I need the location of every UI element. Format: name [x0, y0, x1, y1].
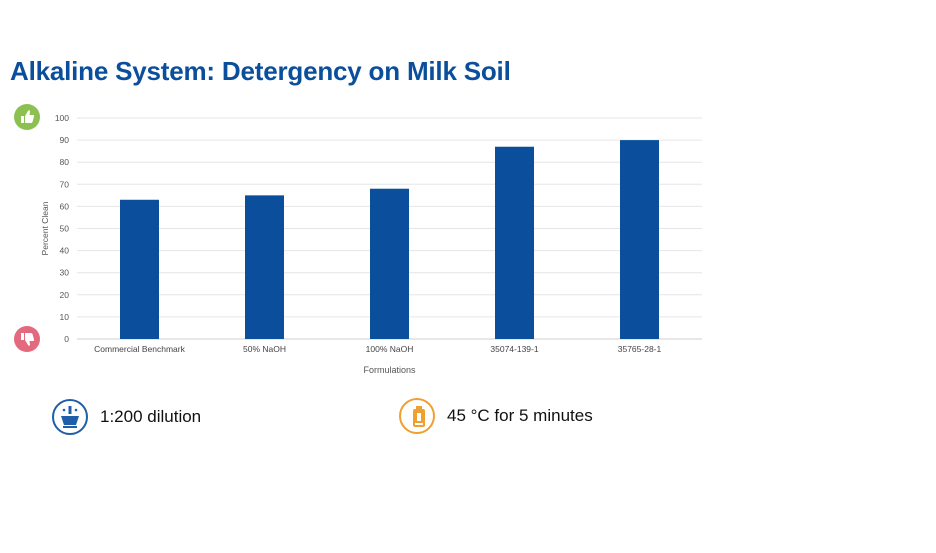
y-tick-label: 20	[60, 290, 70, 300]
bar	[370, 188, 409, 339]
y-tick-label: 80	[60, 157, 70, 167]
y-tick-label: 100	[55, 113, 69, 123]
x-tick-label: 100% NaOH	[366, 344, 414, 354]
y-tick-label: 40	[60, 246, 70, 256]
bar	[620, 140, 659, 339]
x-tick-label: 35074-139-1	[490, 344, 538, 354]
page-title: Alkaline System: Detergency on Milk Soil	[10, 56, 511, 86]
x-axis-label: Formulations	[363, 365, 416, 375]
bar	[120, 199, 159, 339]
y-tick-label: 70	[60, 179, 70, 189]
y-tick-label: 90	[60, 135, 70, 145]
x-tick-label: 35765-28-1	[618, 344, 662, 354]
thumbs-down-icon	[14, 326, 40, 352]
temperature-condition: 45 °C for 5 minutes	[399, 398, 593, 434]
y-tick-label: 10	[60, 312, 70, 322]
x-tick-label: Commercial Benchmark	[94, 344, 185, 354]
y-tick-label: 60	[60, 201, 70, 211]
dilution-label: 1:200 dilution	[100, 407, 202, 426]
dilution-condition: 1:200 dilution	[52, 399, 201, 435]
y-tick-label: 30	[60, 268, 70, 278]
temperature-label: 45 °C for 5 minutes	[447, 406, 593, 425]
thumbs-up-icon	[14, 104, 40, 130]
dilution-icon	[52, 399, 88, 435]
bar-chart: 0 10 20 30 40 50 60 70 80 90 100 Commercial Benchma…	[40, 113, 702, 375]
x-tick-label: 50% NaOH	[243, 344, 286, 354]
y-tick-label: 50	[60, 224, 70, 234]
temperature-icon	[399, 398, 435, 434]
y-tick-label: 0	[64, 334, 69, 344]
bar	[495, 146, 534, 339]
bar	[245, 195, 284, 339]
y-axis-label: Percent Clean	[40, 201, 50, 255]
